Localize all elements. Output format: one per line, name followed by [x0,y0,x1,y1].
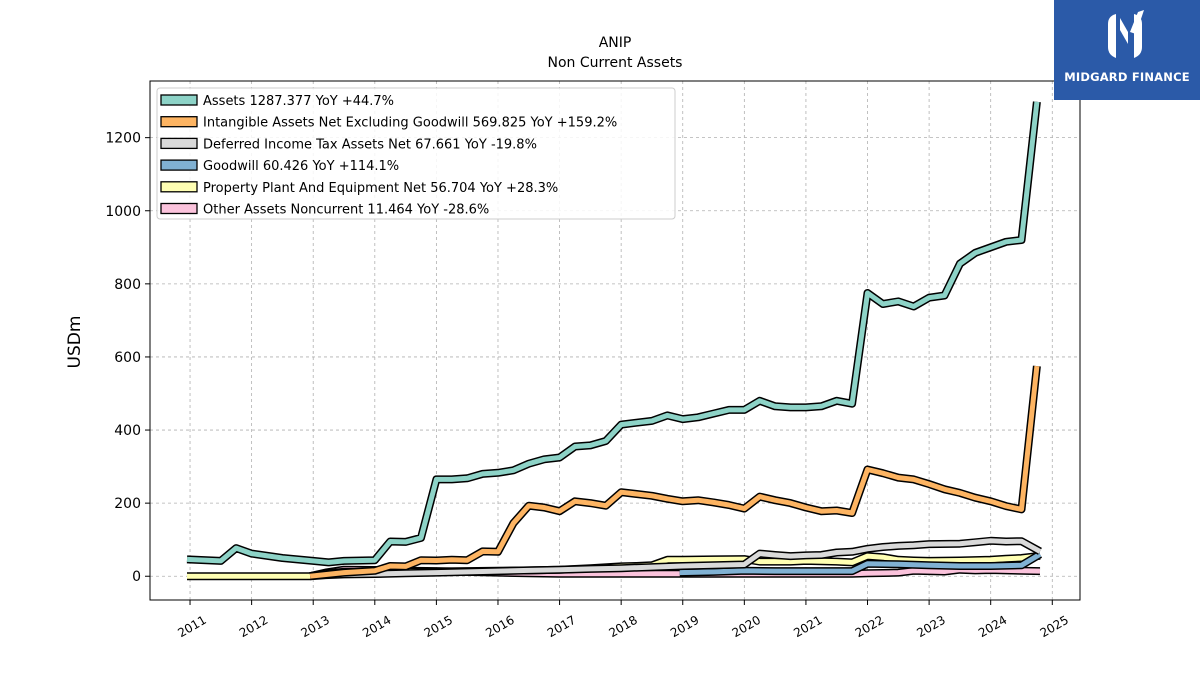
legend-label: Property Plant And Equipment Net 56.704 … [203,181,558,196]
x-tick-label: 2017 [545,613,578,640]
x-tick-label: 2022 [853,613,886,640]
legend-label: Deferred Income Tax Assets Net 67.661 Yo… [203,137,537,152]
y-tick-label: 800 [114,277,141,293]
brand-logo-text: MIDGARD FINANCE [1064,70,1190,84]
legend-label: Goodwill 60.426 YoY +114.1% [203,159,399,174]
x-tick-label: 2024 [976,613,1009,640]
plot-frame [149,80,1081,601]
midgard-m-logo-icon [1108,10,1144,58]
x-tick-label: 2013 [298,613,331,640]
y-tick-label: 200 [114,496,141,512]
chart-title: ANIP [599,35,632,51]
x-tick-label: 2011 [175,613,208,640]
series-stroke [679,552,1042,576]
y-tick-label: 400 [114,423,141,439]
series-line [309,536,1042,581]
x-tick-label: 2012 [237,613,270,640]
y-tick-label: 1000 [105,204,141,220]
series-layer [186,101,1043,581]
y-tick-label: 0 [132,569,141,585]
legend-swatch [160,116,198,128]
series-stroke [309,365,1040,579]
chart-subtitle: Non Current Assets [548,55,683,71]
y-tick-label: 1200 [105,131,141,147]
x-tick-label: 2020 [730,613,763,640]
series-line [309,365,1041,581]
x-tick-label: 2015 [422,613,455,640]
y-tick-label: 600 [114,350,141,366]
x-tick-label: 2018 [606,613,639,640]
x-tick-label: 2016 [483,613,516,640]
x-tick-label: 2021 [791,613,824,640]
legend-label: Other Assets Noncurrent 11.464 YoY -28.6… [203,203,489,218]
y-axis-label: USDm [65,316,85,369]
series-stroke [309,538,1042,579]
series-line [186,101,1041,567]
x-tick-label: 2019 [668,613,701,640]
legend-swatch [160,181,198,193]
x-tick-label: 2025 [1038,613,1071,640]
legend-swatch [160,159,198,171]
legend-box [156,87,676,220]
brand-logo: MIDGARD FINANCE [1054,0,1200,100]
legend-label: Intangible Assets Net Excluding Goodwill… [203,116,617,131]
legend-label: Assets 1287.377 YoY +44.7% [203,94,394,109]
legend-swatch [160,202,198,215]
legend-swatch [160,137,198,150]
legend: Assets 1287.377 YoY +44.7% Intangible Ass… [156,87,676,220]
series-stroke [186,101,1040,565]
series-line [679,550,1043,577]
x-tick-label: 2023 [914,613,947,640]
x-tick-label: 2014 [360,613,393,640]
legend-swatch [160,94,198,106]
